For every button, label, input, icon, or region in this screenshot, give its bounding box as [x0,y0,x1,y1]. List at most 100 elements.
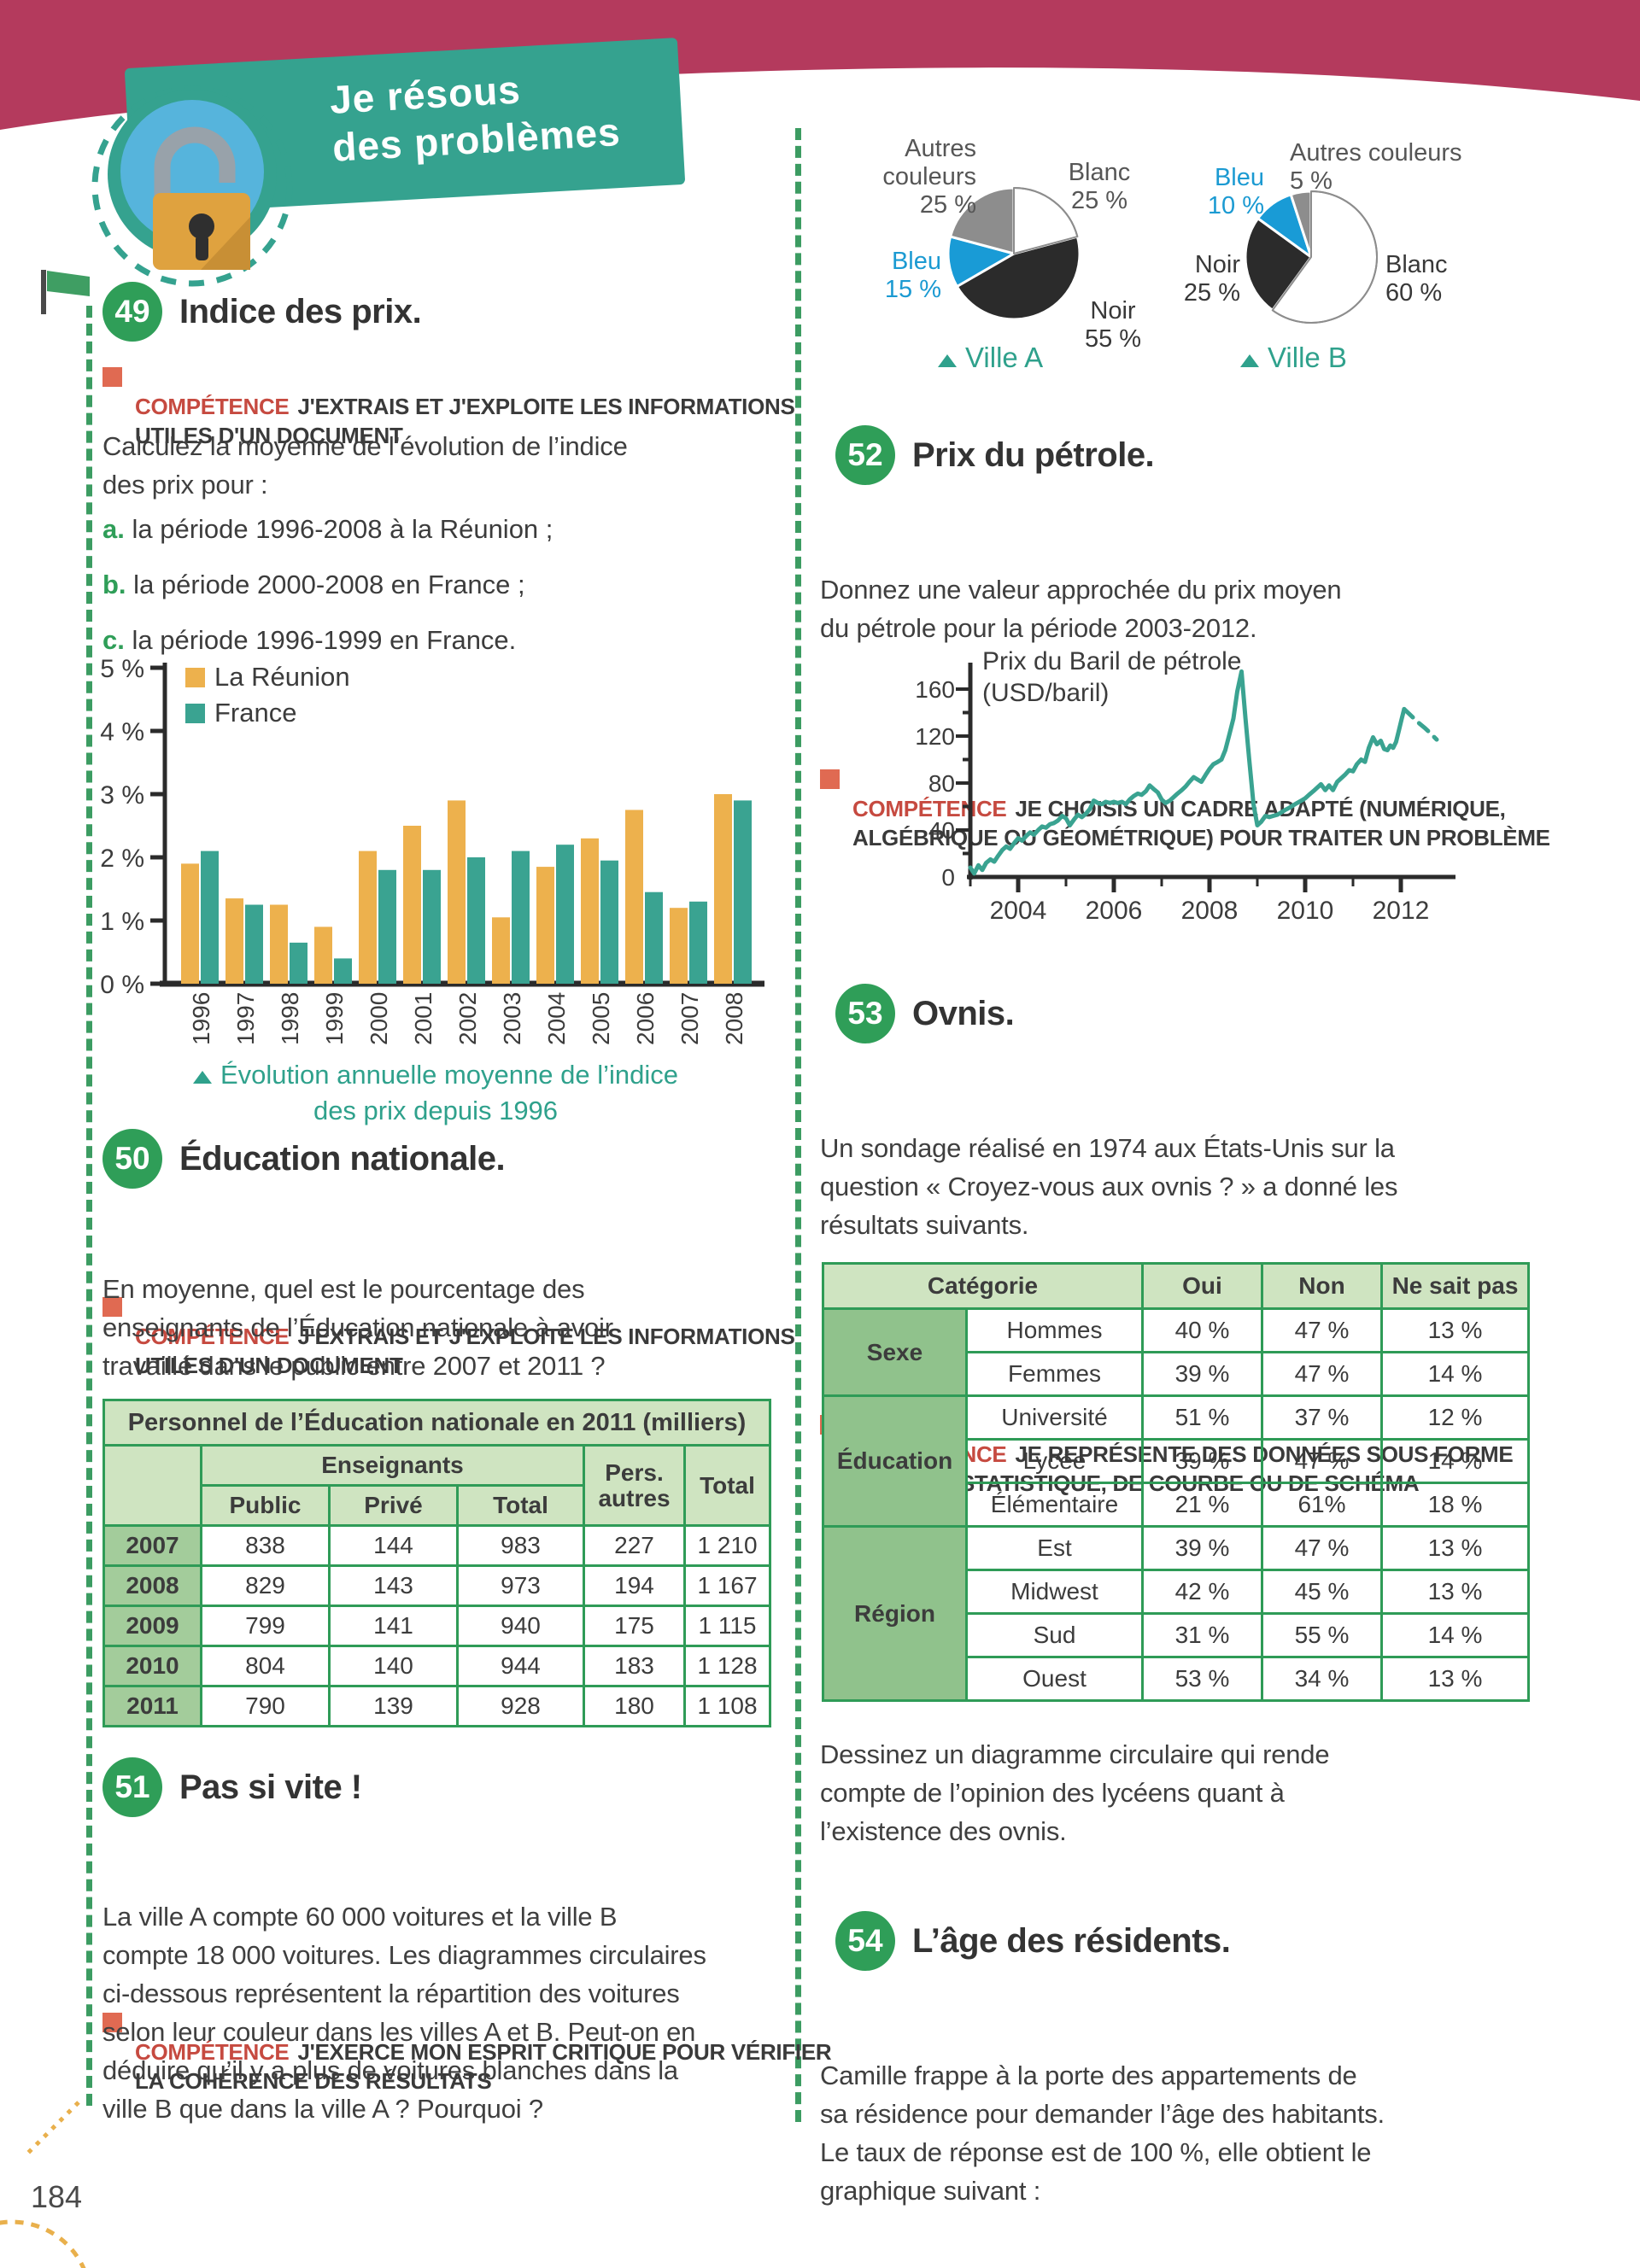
bar-france [600,860,618,984]
table-row: 2010 804 140 944 183 1 128 [102,1645,771,1687]
caption-triangle-icon [938,354,957,367]
table-cell: 227 [583,1524,686,1567]
item-text: la période 1996-2008 à la Réunion ; [124,514,554,544]
bar-france [245,904,263,984]
column-header-categorie: Catégorie [822,1262,1144,1310]
table-cell: 61% [1261,1482,1383,1528]
table-header-row: Catégorie Oui Non Ne sait pas [822,1262,1530,1310]
competence-label: COMPÉTENCE [852,796,1007,821]
table-cell: 1 128 [683,1645,771,1687]
exercise-49-items: a. la période 1996-2008 à la Réunion ; b… [102,510,769,676]
row-label: Midwest [965,1569,1144,1615]
y-tick-label: 1 % [100,908,144,936]
pie-b-label-autres: Autres couleurs 5 % [1290,139,1486,196]
exercise-49-title: Indice des prix. [179,292,422,330]
price-index-bar-chart: 0 % 1 % 2 % 3 % 4 % 5 % 1996 1997 1998 1999 2000 20… [100,655,764,1045]
table-cell: 14 % [1380,1351,1530,1397]
table-row: Région Est 39 % 47 % 13 % [822,1525,1530,1702]
exercise-50-body: En moyenne, quel est le pourcentage des … [102,1274,613,1381]
row-label: Sud [965,1612,1144,1658]
pie-a-label-bleu: Bleu 15 % [851,248,941,304]
group-label: Sexe [822,1307,968,1397]
slice-pct: 10 % [1207,192,1264,219]
table-cell: 13 % [1380,1656,1530,1702]
table-row: 2011 790 139 928 180 1 108 [102,1685,771,1727]
bar-france [201,850,219,984]
competence-text: J'EXTRAIS ET J'EXPLOITE LES INFORMATIONS… [135,394,795,448]
row-year: 2008 [102,1564,202,1607]
pie-slice-outline [1271,190,1378,324]
table-cell: 838 [200,1524,331,1567]
table-cell: 39 % [1141,1351,1263,1397]
table-cell: 13 % [1380,1569,1530,1615]
competence-label: COMPÉTENCE [135,1324,290,1349]
exercise-49-header: 49 Indice des prix. [102,282,422,342]
item-text: la période 1996-1999 en France. [124,625,517,655]
table-row: 2008 829 143 973 194 1 167 [102,1564,771,1607]
x-tick-label: 2008 [1181,897,1239,925]
caption-text: Ville B [1268,342,1347,373]
slice-label: Blanc [1068,159,1131,186]
x-tick-label: 2004 [543,992,570,1045]
exercise-51-body: La ville A compte 60 000 voitures et la … [102,1902,706,2124]
slice-pct: 15 % [884,276,941,303]
y-tick-label: 4 % [100,718,144,746]
table-cell: 40 % [1141,1307,1263,1353]
table-cell: 53 % [1141,1656,1263,1702]
row-label: Lycée [965,1438,1144,1484]
table-cell: 21 % [1141,1482,1263,1528]
table-cell: 39 % [1141,1525,1263,1571]
line-chart-title: Prix du Baril de pétrole (USD/baril) [982,647,1242,707]
x-tick-label: 2012 [1373,897,1430,925]
table-cell: 1 115 [683,1605,771,1647]
slice-label: Noir [1194,251,1240,278]
table-row: 2009 799 141 940 175 1 115 [102,1605,771,1647]
table-cell: 143 [328,1564,459,1607]
table-cell: 940 [456,1605,585,1647]
bar-reunion [403,826,421,984]
y-tick-label: 3 % [100,781,144,810]
table-row: Sud 31 % 55 % 14 % [823,1612,1530,1658]
table-cell: 194 [583,1564,686,1607]
table-cell: 973 [456,1564,585,1607]
x-tick-label: 2006 [1086,897,1143,925]
pie-slice-Noir [1244,217,1313,312]
x-tick-label: 2008 [721,992,747,1045]
education-table-body: 2007 838 144 983 227 1 210 2008 829 143 973 194 1 1… [102,1524,771,1727]
exercise-52-body: Donnez une valeur approchée du prix moye… [820,575,1342,643]
slice-label: Bleu [1214,164,1264,191]
exercise-50-title: Éducation nationale. [179,1139,506,1178]
bar-reunion [181,863,199,984]
row-year: 2010 [102,1645,202,1687]
x-tick-label: 2000 [366,992,392,1045]
competence-bullet-icon [102,367,122,387]
page-number: 184 [31,2179,83,2214]
x-tick-label: 2003 [499,992,525,1045]
pie-a-label-autres: Autres couleurs 25 % [841,135,976,219]
table-cell: 47 % [1261,1307,1383,1353]
y-tick-label: 80 [928,770,955,797]
education-table-wrap: Personnel de l’Éducation nationale en 20… [102,1399,771,1727]
table-cell: 183 [583,1645,686,1687]
table-cell: 39 % [1141,1438,1263,1484]
x-tick-label: 1998 [277,992,303,1045]
slice-pct: 25 % [919,191,976,219]
caption-triangle-icon [193,1071,212,1084]
table-cell: 47 % [1261,1438,1383,1484]
table-cell: 804 [200,1645,331,1687]
pie-a-caption: Ville A [938,342,1043,374]
table-cell: 14 % [1380,1612,1530,1658]
exercise-50-number-badge: 50 [102,1129,162,1189]
bar-reunion [314,926,332,984]
table-title: Personnel de l’Éducation nationale en 20… [102,1399,771,1447]
legend-label-reunion: La Réunion [214,662,350,692]
oil-price-line-chart: 0 40 80 120 160 2004 2006 2008 2010 2012 [915,663,1456,925]
table-cell: 141 [328,1605,459,1647]
competence-text: JE CHOISIS UN CADRE ADAPTÉ (NUMÉRIQUE, A… [852,796,1550,850]
bar-france [334,958,352,984]
table-cell: 790 [200,1685,331,1727]
exercise-52-title: Prix du pétrole. [912,435,1155,474]
pie-chart-ville-b [1244,190,1378,324]
row-year: 2007 [102,1524,202,1567]
bar-reunion [359,850,377,984]
